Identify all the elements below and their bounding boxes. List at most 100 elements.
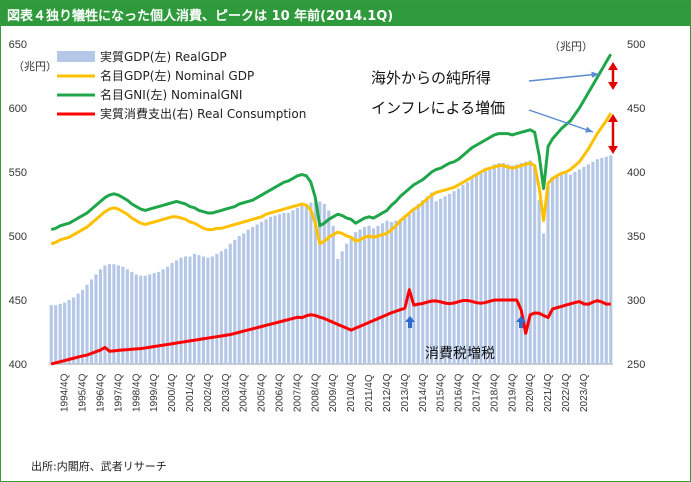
left-axis-unit: （兆円） [13,60,57,73]
page-title: 図表４独り犠牲になった個人消費、ピークは 10 年前(2014.1Q) [7,9,394,24]
bar-real-gdp [197,255,201,364]
x-tick-label: 2015/4Q [436,373,447,412]
bar-real-gdp [264,219,268,364]
double-arrow-inflation-gap [608,114,618,154]
bar-real-gdp [524,161,528,364]
bar-real-gdp [559,172,564,364]
bar-real-gdp [385,220,389,364]
legend-label-real_gdp: 実質GDP(左) RealGDP [100,49,227,64]
bar-real-gdp [439,198,443,364]
bar-real-gdp [474,174,479,364]
bar-real-gdp [206,257,210,364]
bar-real-gdp [519,163,523,364]
bar-real-gdp [166,266,170,364]
x-tick-label: 2008/4Q [310,373,321,412]
bar-real-gdp [394,220,398,364]
bar-real-gdp [157,271,161,364]
bar-real-gdp [72,297,76,364]
bar-real-gdp [219,251,223,364]
bar-real-gdp [371,228,376,364]
bar-real-gdp [506,164,510,364]
bar-real-gdp [286,212,291,364]
bar-real-gdp [349,238,353,364]
x-tick-label: 1998/4Q [131,373,142,412]
bar-real-gdp [546,182,550,364]
bar-real-gdp [130,271,134,364]
x-tick-label: 1999/4Q [149,373,160,412]
right-tick-label: 250 [627,359,645,371]
bar-real-gdp [533,166,537,364]
arrow-overseas-income [528,71,600,82]
legend-label-real_consumption: 実質消費支出(右) Real Consumption [100,106,306,121]
double-arrow-gni-gap-head-down [608,82,618,90]
x-tick-label: 1994/4Q [60,373,71,412]
bar-real-gdp [600,157,604,364]
bar-real-gdp [85,284,89,364]
annotation-consumption-tax: 消費税増税 [425,346,495,362]
bar-real-gdp [336,259,340,364]
x-tick-label: 2018/4Q [489,373,500,412]
bar-real-gdp [591,161,595,364]
left-tick-label: 500 [9,231,27,243]
bar-real-gdp [479,172,483,364]
x-tick-label: 2001/4Q [185,373,196,412]
bar-real-gdp [345,243,349,364]
bar-real-gdp [282,212,286,364]
bar-real-gdp [112,264,116,364]
bar-real-gdp [67,300,71,364]
bar-real-gdp [269,216,273,364]
bar-real-gdp [510,165,514,364]
right-tick-label: 300 [627,295,645,307]
x-tick-label: 2023/4Q [579,373,590,412]
bar-real-gdp [367,225,371,364]
arrow-inflation [528,109,594,133]
x-tick-label: 2021/4Q [543,373,554,412]
bar-real-gdp [224,248,228,364]
bar-real-gdp [380,223,385,364]
bar-real-gdp [237,236,241,364]
bar-real-gdp [134,274,138,364]
bar-real-gdp [179,257,183,364]
bar-real-gdp [304,204,308,364]
bar-real-gdp [555,174,559,364]
bar-real-gdp [309,202,313,364]
x-tick-label: 2020/4Q [525,373,536,412]
double-arrow-inflation-gap-head-up [608,114,618,122]
bar-real-gdp [604,156,608,364]
bar-real-gdp [488,166,492,364]
bar-real-gdp [116,265,120,364]
bar-real-gdp [573,172,577,364]
bar-real-gdp [443,196,447,364]
bar-real-gdp [273,215,277,364]
bar-real-gdp [434,201,438,364]
x-tick-label: 2019/4Q [507,373,518,412]
bar-real-gdp [542,233,546,364]
arrow-inflation-shaft [528,109,594,133]
bar-real-gdp [340,251,344,364]
bar-real-gdp [242,233,246,364]
arrow-overseas-income-head [591,71,599,78]
tax-hike-arrow-2019-stem [519,322,523,328]
bar-real-gdp [170,262,174,364]
bar-real-gdp [192,253,197,364]
bar-real-gdp [564,173,568,364]
bar-real-gdp [94,274,98,364]
bar-real-gdp [457,188,461,364]
tax-hike-arrow-2014-stem [408,322,412,328]
annotation-inflation: インフレによる増価 [371,99,505,117]
bar-real-gdp [98,269,103,364]
bar-real-gdp [577,169,581,364]
left-tick-label: 550 [9,167,27,179]
bar-real-gdp [582,166,586,364]
bar-real-gdp [586,164,590,364]
bar-real-gdp [389,221,393,364]
bar-real-gdp [175,260,179,364]
bar-real-gdp [183,256,188,364]
right-tick-label: 350 [627,231,645,243]
bar-real-gdp [470,178,474,364]
bar-real-gdp [465,182,470,364]
bar-real-gdp [121,266,125,364]
arrow-inflation-head [585,126,593,133]
x-tick-label: 1995/4Q [78,373,89,412]
bar-real-gdp [327,210,331,364]
